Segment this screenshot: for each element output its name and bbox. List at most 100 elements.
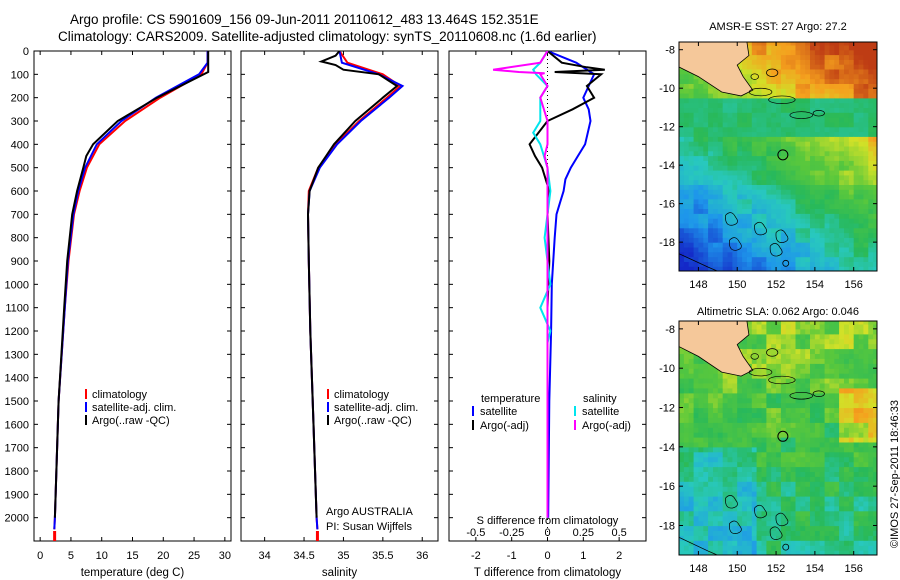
map-cell (848, 471, 855, 477)
map-cell (839, 42, 845, 46)
map-cell (829, 184, 835, 190)
map-cell (829, 328, 835, 335)
map-cell (873, 540, 877, 546)
map-cell (693, 170, 700, 176)
map-cell (824, 500, 831, 507)
map-cell (761, 412, 767, 418)
map-cell (785, 184, 792, 190)
map-cell (761, 227, 767, 234)
map-cell (742, 266, 748, 271)
map-cell (713, 218, 719, 224)
map-cell (756, 466, 763, 472)
map-cell (703, 545, 709, 551)
map-cell (771, 348, 777, 354)
map-cell (708, 102, 714, 108)
map-cell (756, 368, 763, 374)
map-cell (805, 378, 811, 384)
map-cell (824, 496, 831, 502)
map-cell (727, 102, 733, 108)
map-cell (853, 520, 860, 527)
map-cell (814, 363, 821, 369)
map-cell (829, 530, 835, 536)
map-cell (848, 338, 855, 345)
map-cell (717, 102, 724, 108)
map-cell (683, 427, 690, 433)
map-cell (732, 170, 738, 176)
map-cell (693, 194, 700, 200)
map-cell (737, 266, 743, 271)
map-cell (873, 145, 877, 152)
map-sla-map: 148 150 152 154 156-8-10-12-14-16-18Altimetr… (659, 306, 878, 575)
map-cell (839, 117, 845, 123)
map-cell (863, 160, 869, 166)
map-cell (742, 126, 748, 133)
map-cell (780, 68, 787, 75)
map-cell (746, 93, 753, 99)
map-cell (771, 42, 777, 46)
legend-label: climatology (334, 389, 390, 401)
map-cell (848, 203, 855, 209)
map-cell (853, 184, 860, 190)
map-cell (790, 174, 797, 181)
map-cell (790, 237, 797, 243)
map-cell (776, 59, 782, 65)
map-cell (713, 368, 719, 374)
map-cell (839, 323, 845, 330)
map-cell (858, 520, 865, 527)
map-cell (761, 237, 767, 243)
map-cell (800, 500, 806, 507)
map-cell (844, 203, 850, 209)
map-cell (824, 170, 831, 176)
map-cell (790, 466, 797, 472)
map-cell (766, 343, 772, 350)
map-cell (683, 417, 690, 423)
map-cell (785, 461, 792, 468)
map-ytick-label: -8 (665, 324, 675, 336)
map-cell (766, 150, 772, 157)
map-cell (732, 481, 738, 487)
map-cell (766, 382, 772, 389)
map-cell (853, 189, 860, 195)
map-cell (693, 476, 700, 482)
map-cell (819, 174, 826, 181)
map-cell (805, 540, 811, 546)
map-cell (756, 476, 763, 482)
map-cell (703, 141, 709, 147)
map-cell (819, 520, 826, 527)
map-cell (771, 382, 777, 389)
map-cell (708, 237, 714, 243)
map-cell (848, 535, 855, 541)
map-cell (717, 160, 724, 166)
map-cell (766, 373, 772, 379)
map-cell (776, 382, 782, 389)
map-cell (824, 520, 831, 527)
map-cell (771, 525, 777, 531)
map-cell (790, 491, 797, 497)
map-cell (751, 93, 758, 99)
map-cell (814, 348, 821, 354)
map-cell (839, 510, 845, 517)
map-cell (776, 237, 782, 243)
map-cell (839, 456, 845, 463)
map-cell (722, 102, 729, 108)
map-cell (795, 525, 801, 531)
map-cell (766, 59, 772, 65)
map-cell (746, 481, 753, 487)
map-cell (800, 387, 806, 394)
map-cell (761, 427, 767, 433)
map-cell (771, 461, 777, 468)
map-cell (805, 246, 811, 253)
map-cell (814, 242, 821, 248)
map-cell (868, 179, 874, 185)
map-cell (717, 471, 724, 477)
map-cell (795, 174, 801, 181)
map-cell (708, 93, 714, 99)
map-cell (853, 165, 860, 171)
map-cell (853, 227, 860, 234)
map-cell (722, 402, 729, 409)
map-cell (703, 179, 709, 185)
map-cell (785, 412, 792, 418)
map-cell (766, 93, 772, 99)
map-cell (848, 78, 855, 84)
map-cell (805, 481, 811, 487)
